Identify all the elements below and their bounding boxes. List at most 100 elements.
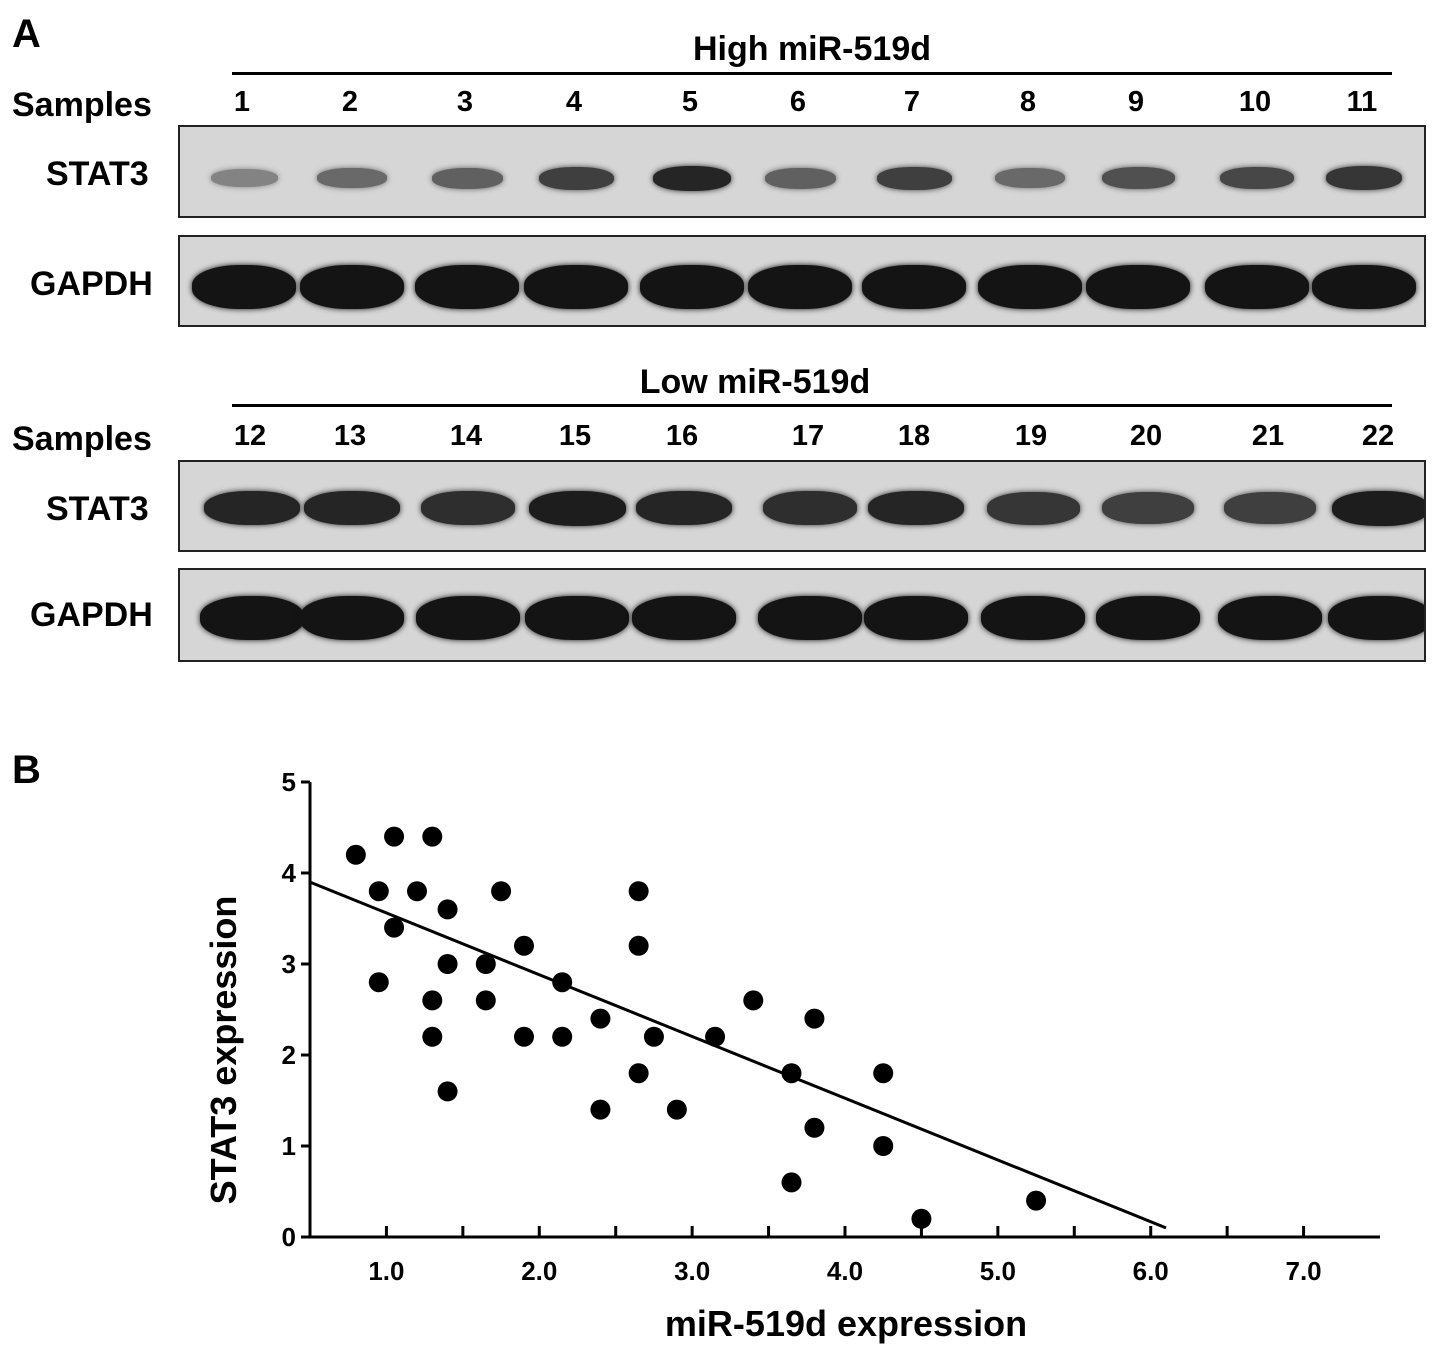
- samples-label-high: Samples: [12, 86, 152, 124]
- sample-number: 1: [233, 86, 251, 118]
- sample-number: 2: [341, 86, 359, 118]
- blot-stat3-low: [178, 460, 1426, 552]
- blot-band: [978, 265, 1082, 309]
- data-point: [437, 1081, 458, 1102]
- row-label-stat3-low: STAT3: [46, 490, 149, 528]
- sample-number: 9: [1127, 86, 1145, 118]
- y-tick-label: 1: [282, 1131, 296, 1161]
- blot-band: [415, 265, 519, 309]
- sample-number: 11: [1346, 86, 1378, 118]
- data-point: [407, 881, 427, 902]
- blot-band: [300, 265, 404, 309]
- x-tick-label: 6.0: [1133, 1256, 1169, 1286]
- blot-band: [636, 491, 732, 525]
- sample-number: 18: [897, 420, 931, 452]
- blot-band: [640, 265, 744, 309]
- chart-points: [345, 826, 1047, 1229]
- y-tick-label: 3: [282, 949, 296, 979]
- data-point: [368, 972, 389, 993]
- blot-band: [416, 596, 520, 640]
- sample-number: 21: [1251, 420, 1285, 452]
- y-tick-label: 4: [282, 858, 297, 888]
- y-tick-label: 5: [282, 767, 296, 797]
- data-point: [643, 1026, 664, 1047]
- x-tick-label: 2.0: [521, 1256, 557, 1286]
- sample-number: 7: [903, 86, 921, 118]
- blot-band: [862, 265, 966, 309]
- y-tick-label: 0: [282, 1222, 296, 1252]
- blot-band: [304, 491, 400, 525]
- data-point: [422, 1026, 443, 1047]
- blot-band: [192, 265, 296, 309]
- blot-band: [1312, 265, 1416, 309]
- sample-number: 13: [333, 420, 367, 452]
- blot-band: [1096, 596, 1200, 640]
- sample-number: 4: [565, 86, 583, 118]
- blot-band: [538, 166, 614, 190]
- blot-band: [300, 596, 404, 640]
- data-point: [743, 990, 764, 1011]
- sample-number: 19: [1014, 420, 1048, 452]
- data-point: [437, 899, 458, 920]
- sample-number: 20: [1129, 420, 1163, 452]
- blot-band: [758, 596, 862, 640]
- chart-axes: [308, 782, 1380, 1239]
- blot-gapdh-high: [178, 235, 1426, 327]
- row-label-stat3-high: STAT3: [46, 155, 149, 193]
- panel-b-label: B: [12, 748, 41, 792]
- blot-band: [1101, 167, 1175, 189]
- blot-band: [1102, 492, 1194, 524]
- x-tick-label: 3.0: [674, 1256, 710, 1286]
- data-point: [475, 990, 496, 1011]
- sample-number: 6: [789, 86, 807, 118]
- blot-band: [986, 491, 1080, 525]
- y-axis-title: STAT3 expression: [203, 896, 244, 1205]
- data-point: [422, 990, 443, 1011]
- data-point: [475, 954, 496, 974]
- samples-label-low: Samples: [12, 420, 152, 458]
- data-point: [804, 1008, 825, 1029]
- data-point: [384, 826, 405, 847]
- blot-band: [653, 165, 731, 191]
- group-title-low: Low miR-519d: [639, 363, 871, 401]
- data-point: [705, 1026, 726, 1047]
- sample-number: 17: [791, 420, 825, 452]
- sample-number: 10: [1238, 86, 1272, 118]
- blot-band: [525, 596, 629, 640]
- blot-band: [868, 491, 964, 525]
- sample-number: 22: [1361, 420, 1395, 452]
- row-label-gapdh-high: GAPDH: [30, 265, 153, 303]
- data-point: [384, 917, 405, 938]
- chart-ticks: 0 1 2 3 4 5 1.0 2.0 3.0 4.0 5.0 6.0 7.0: [282, 767, 1322, 1286]
- x-tick-label: 1.0: [368, 1256, 404, 1286]
- blot-band: [431, 167, 503, 189]
- data-point: [804, 1117, 825, 1138]
- row-label-gapdh-low: GAPDH: [30, 596, 153, 634]
- data-point: [552, 1026, 573, 1047]
- data-point: [368, 881, 389, 902]
- data-point: [345, 844, 366, 865]
- data-point: [514, 1026, 534, 1047]
- blot-band: [1205, 265, 1309, 309]
- blot-band: [200, 596, 304, 640]
- blot-band: [317, 168, 387, 188]
- blot-band: [981, 596, 1085, 640]
- blot-band: [864, 596, 968, 640]
- blot-stat3-high: [178, 125, 1426, 218]
- sample-number: 14: [449, 420, 483, 452]
- sample-number: 8: [1019, 86, 1037, 118]
- blot-band: [995, 168, 1065, 188]
- blot-band: [1218, 596, 1322, 640]
- blot-band: [1331, 490, 1424, 526]
- blot-band: [1326, 166, 1402, 190]
- data-point: [781, 1172, 802, 1193]
- x-axis-title: miR-519d expression: [665, 1303, 1027, 1344]
- blot-band: [632, 596, 736, 640]
- data-point: [1026, 1190, 1047, 1211]
- scatter-chart: 0 1 2 3 4 5 1.0 2.0 3.0 4.0 5.0 6.0 7.0 miR-519d exp…: [203, 767, 1380, 1344]
- sample-number: 15: [558, 420, 592, 452]
- blot-band: [204, 491, 300, 525]
- blot-band: [421, 491, 515, 525]
- x-tick-label: 4.0: [827, 1256, 863, 1286]
- sample-number: 16: [665, 420, 699, 452]
